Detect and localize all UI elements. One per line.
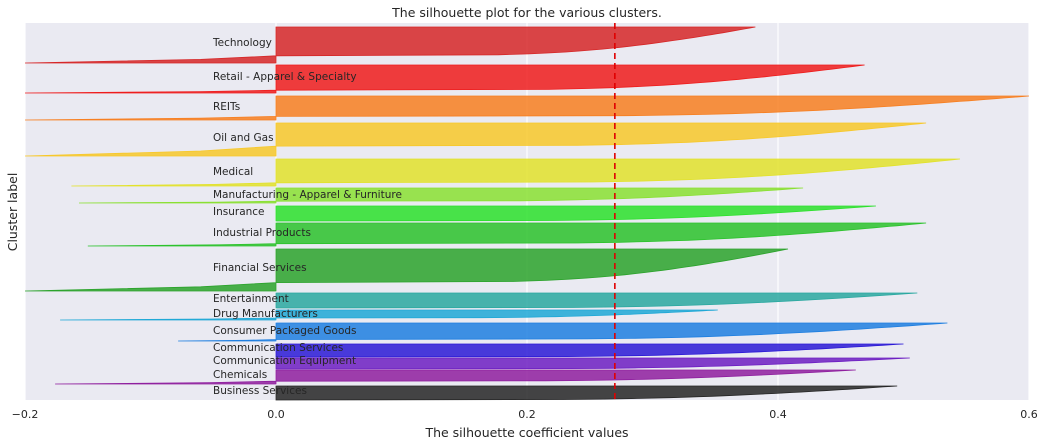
- silhouette-band: [275, 205, 876, 222]
- silhouette-band: [24, 248, 789, 292]
- cluster-label: REITs: [213, 101, 240, 113]
- x-tick-label: 0.4: [769, 408, 787, 421]
- cluster-label: Entertainment: [213, 293, 289, 305]
- silhouette-bands: [24, 26, 1030, 401]
- silhouette-band: [87, 222, 927, 247]
- silhouette-band: [275, 357, 910, 370]
- silhouette-band: [71, 158, 961, 187]
- cluster-label: Manufacturing - Apparel & Furniture: [213, 189, 402, 201]
- silhouette-band: [275, 343, 904, 358]
- silhouette-band: [55, 369, 856, 385]
- cluster-label: Chemicals: [213, 369, 267, 381]
- chart-title: The silhouette plot for the various clus…: [391, 5, 662, 20]
- silhouette-band: [24, 26, 756, 64]
- y-axis-title: Cluster label: [5, 173, 20, 252]
- cluster-label: Medical: [213, 166, 253, 178]
- silhouette-band: [24, 95, 1030, 121]
- x-tick-label: 0.2: [518, 408, 536, 421]
- cluster-label: Business Services: [213, 385, 307, 397]
- silhouette-band: [60, 309, 718, 321]
- x-tick-label: 0.6: [1020, 408, 1038, 421]
- cluster-label: Technology: [212, 37, 272, 49]
- silhouette-band: [78, 187, 804, 204]
- cluster-labels: Technology Retail - Apparel & Specialty RE…: [212, 37, 402, 397]
- silhouette-band: [178, 322, 948, 342]
- cluster-label: Communication Services: [213, 342, 343, 354]
- x-axis-title: The silhouette coefficient values: [424, 425, 628, 440]
- cluster-label: Oil and Gas: [213, 132, 274, 144]
- cluster-label: Insurance: [213, 206, 265, 218]
- cluster-label: Consumer Packaged Goods: [213, 325, 357, 337]
- x-tick-labels: −0.2 0.0 0.2 0.4 0.6: [12, 408, 1038, 421]
- cluster-label: Financial Services: [213, 262, 307, 274]
- silhouette-band: [275, 385, 898, 401]
- x-tick-label: −0.2: [12, 408, 39, 421]
- silhouette-band: [24, 64, 865, 94]
- cluster-label: Industrial Products: [213, 227, 311, 239]
- x-tick-label: 0.0: [267, 408, 285, 421]
- cluster-label: Retail - Apparel & Specialty: [213, 71, 357, 83]
- cluster-label: Drug Manufacturers: [213, 308, 318, 320]
- silhouette-band: [275, 292, 918, 309]
- silhouette-band: [24, 122, 927, 157]
- cluster-label: Communication Equipment: [213, 355, 356, 367]
